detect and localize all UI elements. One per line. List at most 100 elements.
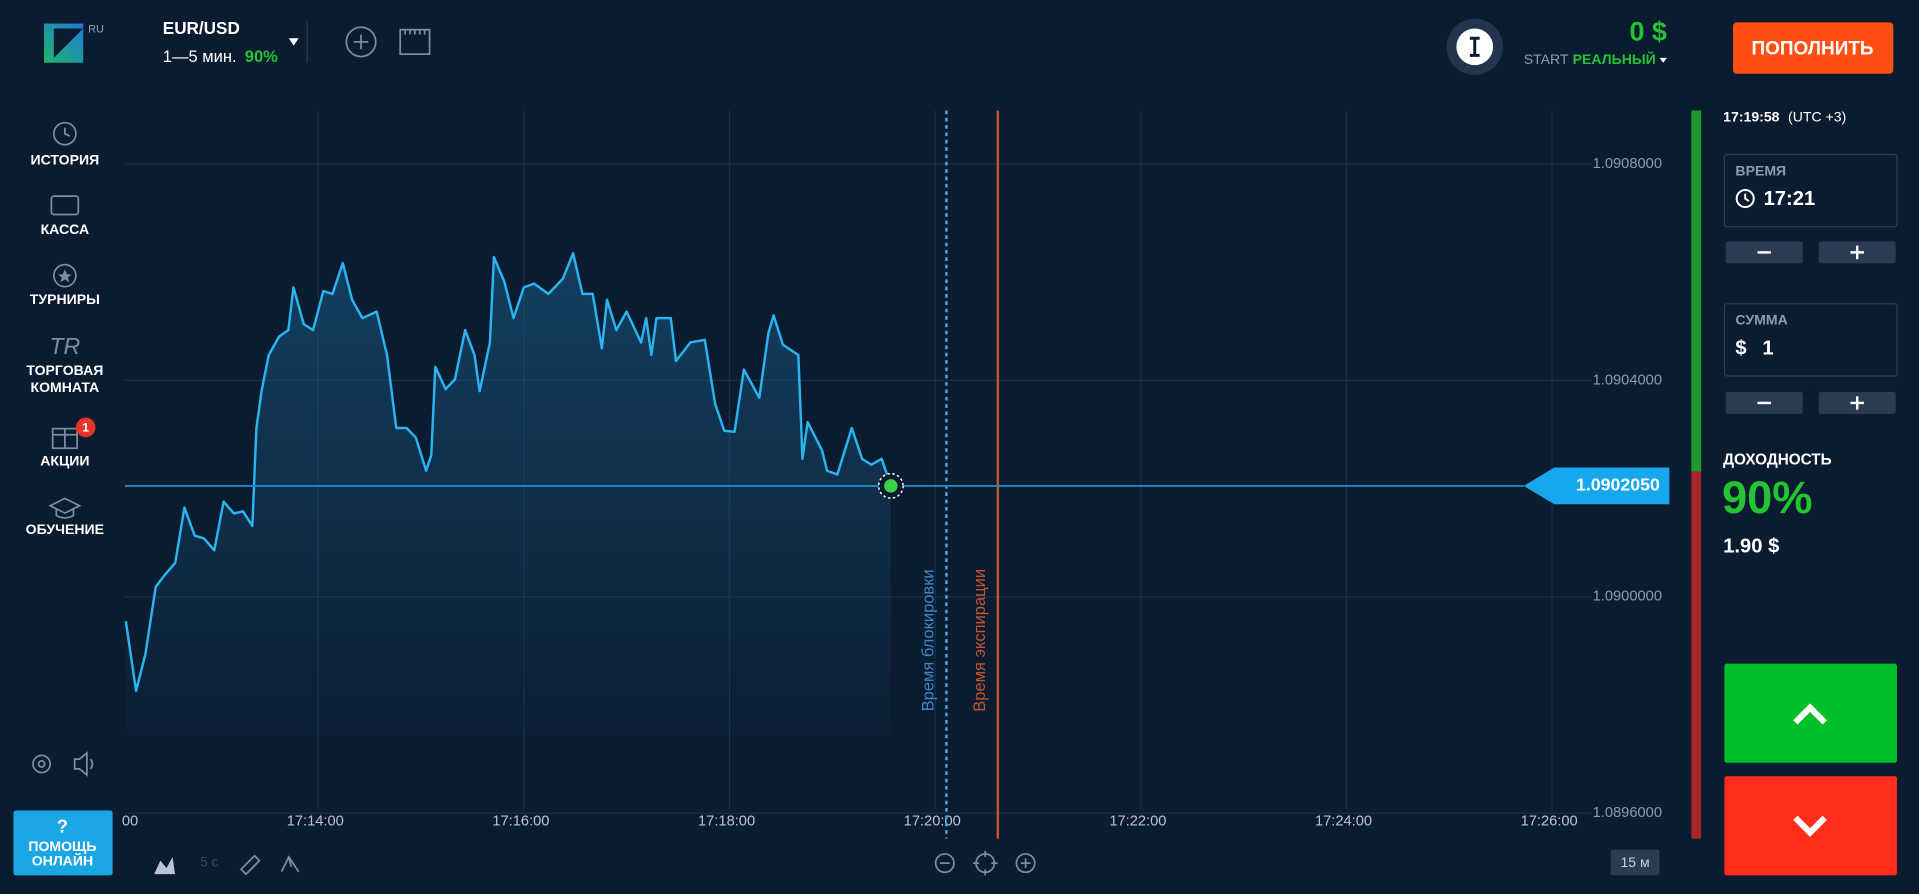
promo-badge-count: 1: [82, 420, 89, 434]
help-bg: [13, 810, 113, 876]
clock-icon: [1735, 189, 1755, 209]
asset-name: EUR/USD: [163, 18, 240, 38]
sound-icon: [73, 751, 94, 777]
field-border: [1723, 153, 1898, 228]
tournament-star: [58, 269, 72, 283]
help-label: ПОМОЩЬ: [28, 838, 96, 854]
deposit-label[interactable]: ПОПОЛНИТЬ: [1751, 38, 1873, 59]
zoom-out-icon: [934, 853, 955, 874]
deposit-bg: [1732, 22, 1894, 74]
amount-minus-button[interactable]: [1725, 391, 1803, 414]
zoom-in-icon: [1015, 853, 1036, 874]
avatar-letter: [1469, 36, 1480, 57]
nav-history[interactable]: ИСТОРИЯ: [31, 121, 100, 168]
logo[interactable]: RU: [44, 23, 104, 63]
sound-button[interactable]: [73, 751, 94, 777]
current-price-tag: [1523, 467, 1670, 505]
current-point: [884, 479, 898, 493]
asset-payout: 90%: [245, 47, 278, 66]
field-label: ВРЕМЯ: [1735, 162, 1786, 178]
nav-cashier[interactable]: КАССА: [41, 195, 90, 237]
settings-icon-core: [37, 760, 46, 768]
history-hands: [64, 127, 71, 137]
education-icon: [48, 497, 82, 519]
put-bg: [1724, 776, 1897, 876]
layout-button[interactable]: [399, 28, 431, 56]
time-minus-button[interactable]: [1725, 241, 1803, 264]
ruler-button[interactable]: [239, 854, 261, 876]
time-plus-button[interactable]: [1818, 241, 1896, 264]
x-tick-label: 17:20:00: [904, 813, 961, 829]
nav-label: ОБУЧЕНИЕ: [26, 521, 104, 537]
profit-percent: 90%: [1722, 472, 1813, 523]
deposit-button[interactable]: ПОПОЛНИТЬ: [1732, 22, 1894, 74]
call-button[interactable]: [1724, 663, 1897, 763]
x-tick-label: 17:18:00: [698, 813, 755, 829]
amount-plus-button[interactable]: [1818, 391, 1896, 414]
x-tick-label: 00: [122, 813, 138, 829]
amount-field[interactable]: СУММА $ 1: [1723, 303, 1898, 377]
y-tick-label: 1.0900000: [1593, 589, 1662, 605]
balance: 0 $: [1629, 16, 1666, 46]
center-icon-cross: [972, 850, 998, 876]
up-arrow: [1793, 703, 1827, 725]
account-type: РЕАЛЬНЫЙ: [1573, 50, 1656, 67]
nav-promotions[interactable]: 1 АКЦИИ: [40, 417, 96, 469]
x-tick-label: 17:26:00: [1521, 813, 1578, 829]
history-icon: [52, 121, 77, 146]
dropdown-arrow: [288, 38, 299, 46]
annotation-label: Время блокировки: [919, 569, 938, 711]
settings-icon: [32, 754, 52, 774]
expiry-time-field[interactable]: ВРЕМЯ 17:21: [1723, 153, 1898, 228]
nav-label: ТОРГОВАЯ: [26, 362, 103, 378]
asset-duration: 1—5 мин.: [163, 47, 237, 66]
put-button[interactable]: [1724, 776, 1897, 876]
asset-selector[interactable]: EUR/USD 1—5 мин. 90%: [163, 18, 299, 66]
clock-hands: [1744, 193, 1750, 202]
trading-room-icon: TR: [49, 333, 80, 359]
settings-button[interactable]: [32, 754, 52, 774]
interval-button[interactable]: 5 с: [200, 855, 218, 870]
drawing-button[interactable]: [280, 855, 300, 873]
help-icon: ?: [57, 815, 68, 836]
profit-amount: 1.90 $: [1723, 536, 1779, 558]
nav-label: АКЦИИ: [40, 452, 89, 468]
zoom-in-button[interactable]: [1015, 853, 1036, 874]
account-plan: START: [1524, 51, 1569, 67]
account-arrow: [1659, 57, 1667, 63]
account-selector[interactable]: START РЕАЛЬНЫЙ: [1524, 50, 1667, 67]
chart-type-button[interactable]: [154, 856, 176, 875]
field-value: 1: [1762, 337, 1773, 359]
y-tick-label: 1.0896000: [1593, 805, 1662, 821]
help-button[interactable]: ? ПОМОЩЬ ОНЛАЙН: [13, 810, 113, 876]
add-chart-button[interactable]: [345, 26, 377, 58]
sell-volume: [1691, 471, 1702, 839]
gift-ribbon: [52, 428, 78, 449]
field-value: 17:21: [1764, 188, 1816, 210]
nav-trading-room[interactable]: TR ТОРГОВАЯ КОМНАТА: [26, 333, 103, 395]
profit-label: ДОХОДНОСТЬ: [1723, 451, 1831, 468]
center-button[interactable]: [972, 850, 998, 876]
nav-label: ТУРНИРЫ: [30, 291, 100, 307]
logo-cut: [48, 28, 84, 58]
x-tick-label: 17:14:00: [287, 813, 344, 829]
zoom-out-button[interactable]: [934, 853, 955, 874]
price-area: [125, 253, 891, 735]
zoom-in-plus: [1020, 858, 1031, 869]
buy-volume: [1691, 110, 1702, 472]
currency-symbol: $: [1735, 337, 1746, 359]
price-line: [124, 252, 893, 693]
timezone: (UTC +3): [1788, 109, 1846, 125]
nav-label: КАССА: [41, 221, 90, 237]
wallet-icon: [50, 195, 80, 216]
plus-icon: [1850, 396, 1864, 410]
timeframe-button[interactable]: 15 м: [1610, 849, 1660, 876]
nav-tournaments[interactable]: ТУРНИРЫ: [30, 263, 100, 307]
x-tick-label: 17:16:00: [492, 813, 549, 829]
timeframe-label: 15 м: [1620, 854, 1649, 870]
nav-education[interactable]: ОБУЧЕНИЕ: [26, 497, 104, 537]
nav-label: ИСТОРИЯ: [31, 151, 100, 167]
profile-button[interactable]: [1446, 18, 1503, 75]
y-tick-label: 1.0908000: [1593, 156, 1662, 172]
